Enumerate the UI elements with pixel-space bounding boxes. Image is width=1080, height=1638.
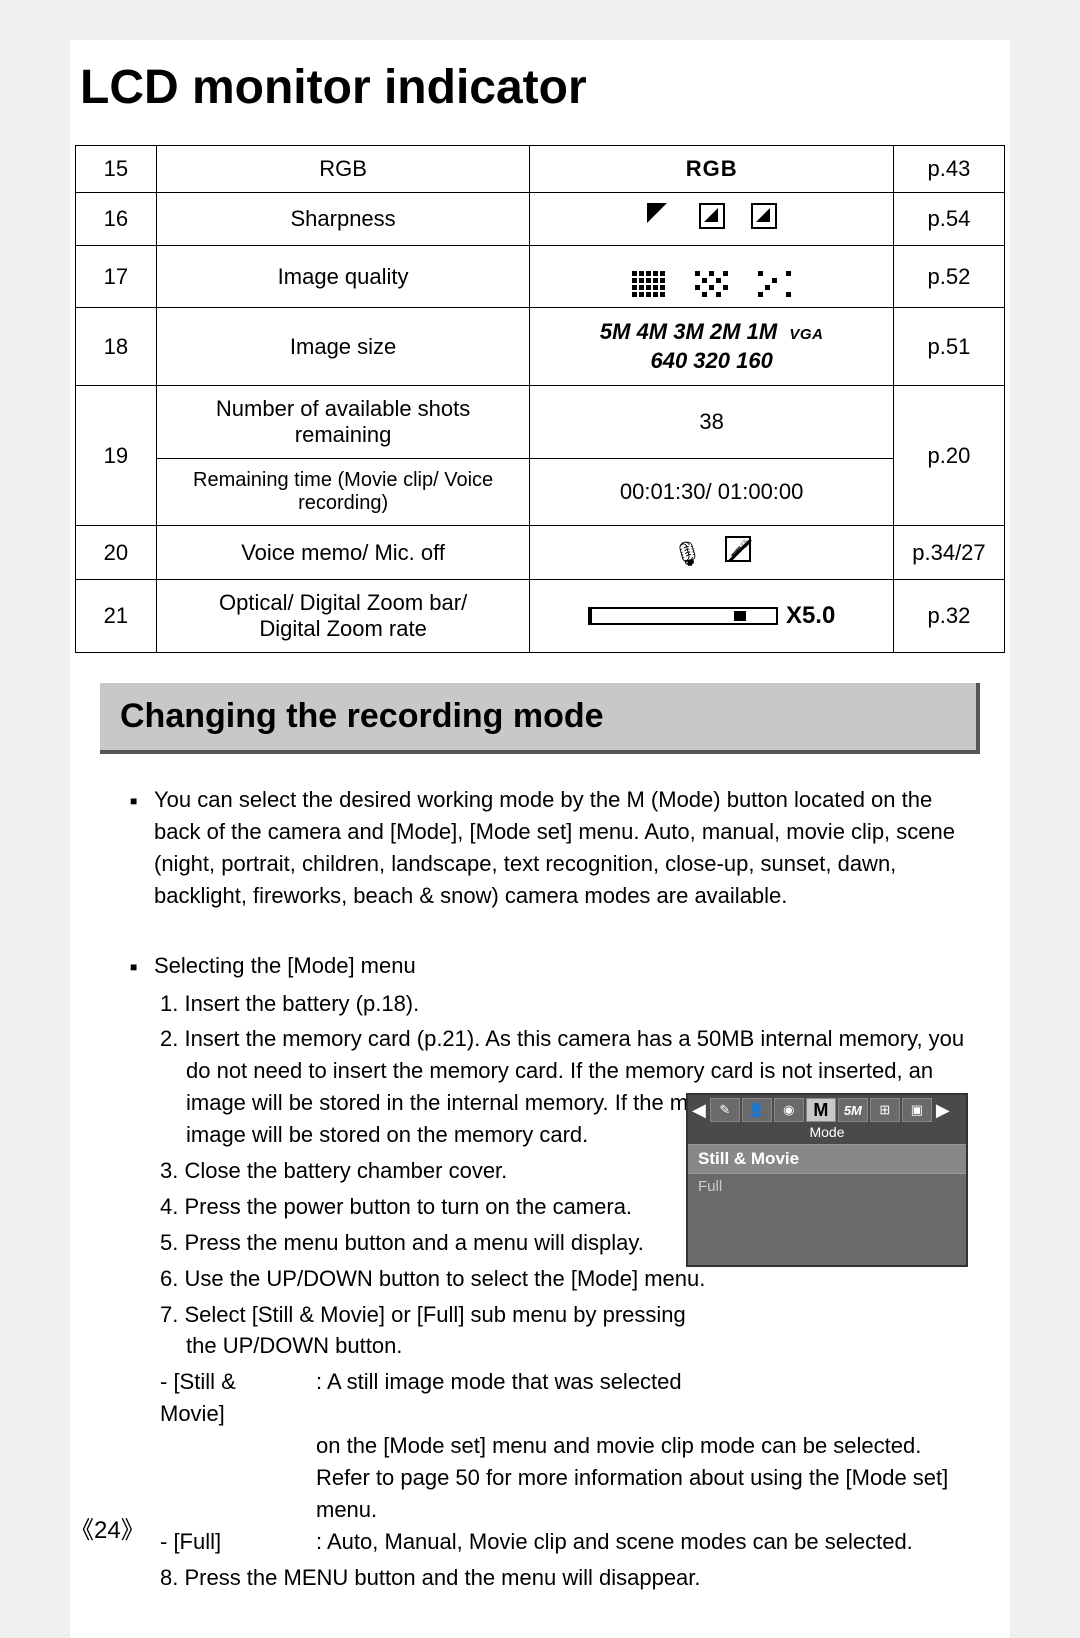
row-desc: Image quality — [156, 246, 530, 308]
zoom-bar-icon — [588, 607, 778, 625]
select-heading: Selecting the [Mode] menu — [154, 950, 416, 982]
row-page: p.51 — [893, 308, 1004, 386]
mode-menu-screenshot: ◀ ✎ 👤 ◉ M 5M ⊞ ▣ ▶ Mode Still & Movie Fu… — [686, 1093, 968, 1267]
mic-icon: 🎙 — [672, 540, 702, 569]
row-page: p.20 — [893, 386, 1004, 526]
size-vga: VGA — [789, 326, 823, 343]
size-line1: 5M 4M 3M 2M 1M — [600, 319, 777, 344]
row-num: 20 — [76, 526, 157, 580]
row-num: 18 — [76, 308, 157, 386]
quality-icons — [530, 246, 894, 308]
sharpness-icons — [530, 193, 894, 246]
right-arrow-icon: ▶ — [934, 1100, 952, 1121]
still-movie-text3: Refer to page 50 for more information ab… — [160, 1462, 970, 1526]
row-page: p.43 — [893, 146, 1004, 193]
mode-tab-icon: ◉ — [774, 1098, 804, 1122]
section-header: Changing the recording mode — [100, 683, 980, 754]
row-desc: Voice memo/ Mic. off — [156, 526, 530, 580]
shots-remaining: 38 — [530, 386, 894, 459]
row-num: 17 — [76, 246, 157, 308]
row-num: 21 — [76, 580, 157, 653]
bullet-icon — [130, 950, 154, 982]
full-label: - [Full] — [160, 1526, 300, 1558]
zoom-bar-cell: X5.0 — [530, 580, 894, 653]
mode-tab-active: M — [806, 1098, 836, 1122]
remaining-time: 00:01:30/ 01:00:00 — [530, 459, 894, 526]
row-desc: Optical/ Digital Zoom bar/Digital Zoom r… — [156, 580, 530, 653]
mode-tab-icon: ▣ — [902, 1098, 932, 1122]
table-row: 16 Sharpness p.54 — [76, 193, 1005, 246]
page-title: LCD monitor indicator — [70, 40, 1010, 145]
quality-fine-icon — [695, 271, 728, 297]
step: 7. Select [Still & Movie] or [Full] sub … — [160, 1299, 720, 1363]
row-page: p.54 — [893, 193, 1004, 246]
section-heading: Changing the recording mode — [120, 697, 956, 736]
image-size-icons: 5M 4M 3M 2M 1M VGA 640 320 160 — [530, 308, 894, 386]
mode-tab-icon: 5M — [838, 1098, 868, 1122]
table-row: 21 Optical/ Digital Zoom bar/Digital Zoo… — [76, 580, 1005, 653]
still-movie-text: : A still image mode that was selected — [316, 1366, 682, 1430]
indicator-table: 15 RGB RGB p.43 16 Sharpness p.54 17 Ima… — [75, 145, 1005, 653]
mode-tab-icon: ⊞ — [870, 1098, 900, 1122]
step: 8. Press the MENU button and the menu wi… — [160, 1562, 970, 1594]
still-movie-text2: on the [Mode set] menu and movie clip mo… — [160, 1430, 970, 1462]
mic-off-icon — [725, 536, 751, 562]
row-page: p.34/27 — [893, 526, 1004, 580]
voice-icons: 🎙 — [530, 526, 894, 580]
mode-item-full: Full — [688, 1173, 966, 1199]
sharpness-normal-icon — [699, 203, 725, 229]
quality-superfine-icon — [632, 271, 665, 297]
row-num: 19 — [76, 386, 157, 526]
full-text: : Auto, Manual, Movie clip and scene mod… — [316, 1526, 913, 1558]
row-num: 15 — [76, 146, 157, 193]
table-row: 20 Voice memo/ Mic. off 🎙 p.34/27 — [76, 526, 1005, 580]
step: 6. Use the UP/DOWN button to select the … — [160, 1263, 970, 1295]
step: 1. Insert the battery (p.18). — [160, 988, 970, 1020]
row-desc: Image size — [156, 308, 530, 386]
mode-tab-icon: 👤 — [742, 1098, 772, 1122]
row-icon: RGB — [530, 146, 894, 193]
bullet-icon — [130, 784, 154, 912]
table-row: Remaining time (Movie clip/ Voice record… — [76, 459, 1005, 526]
intro-text: You can select the desired working mode … — [154, 784, 970, 912]
table-row: 15 RGB RGB p.43 — [76, 146, 1005, 193]
sharpness-vivid-icon — [751, 203, 777, 229]
sharpness-soft-icon — [647, 203, 673, 229]
steps-list: 8. Press the MENU button and the menu wi… — [130, 1562, 970, 1594]
zoom-rate: X5.0 — [786, 602, 835, 630]
row-desc: Remaining time (Movie clip/ Voice record… — [156, 459, 530, 526]
row-desc: Sharpness — [156, 193, 530, 246]
size-line2: 640 320 160 — [650, 348, 772, 373]
row-desc: RGB — [156, 146, 530, 193]
row-num: 16 — [76, 193, 157, 246]
quality-normal-icon — [758, 271, 791, 297]
mode-item-still-movie: Still & Movie — [688, 1144, 966, 1173]
row-page: p.52 — [893, 246, 1004, 308]
left-arrow-icon: ◀ — [690, 1100, 708, 1121]
mode-tab-icon: ✎ — [710, 1098, 740, 1122]
table-row: 19 Number of available shots remaining 3… — [76, 386, 1005, 459]
still-movie-label: - [Still & Movie] — [160, 1366, 300, 1430]
mode-label: Mode — [688, 1122, 966, 1144]
mode-body — [688, 1199, 966, 1265]
table-row: 18 Image size 5M 4M 3M 2M 1M VGA 640 320… — [76, 308, 1005, 386]
row-desc: Number of available shots remaining — [156, 386, 530, 459]
table-row: 17 Image quality p.52 — [76, 246, 1005, 308]
row-page: p.32 — [893, 580, 1004, 653]
page-number: 《24》 — [70, 1510, 145, 1545]
